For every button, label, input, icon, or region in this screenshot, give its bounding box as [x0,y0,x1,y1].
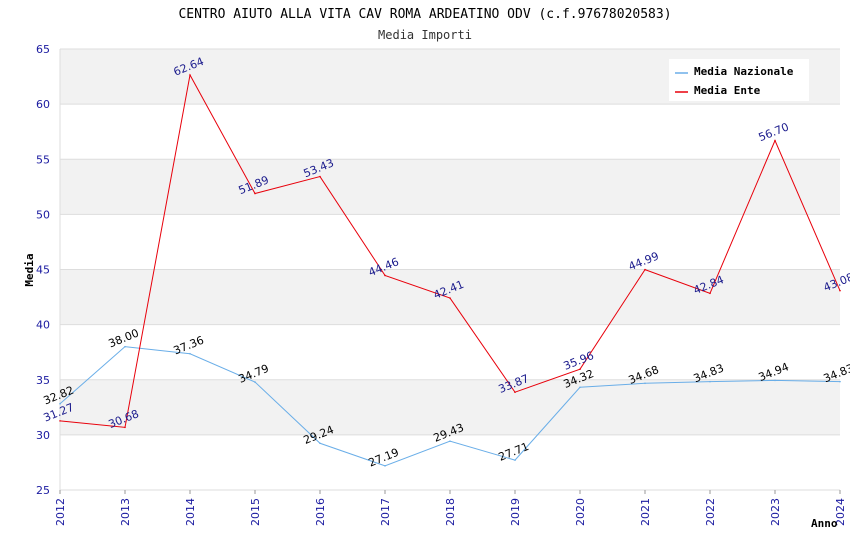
x-tick-label: 2024 [834,498,847,526]
data-point [319,442,321,445]
y-tick-label: 65 [36,43,50,56]
data-point [774,139,776,142]
background-band [60,214,840,270]
data-point [449,440,451,442]
background-band [60,159,840,215]
y-tick-label: 40 [36,319,50,332]
y-tick-label: 25 [36,484,50,497]
x-tick-label: 2012 [54,498,67,526]
data-point [774,379,776,382]
legend: Media Nazionale Media Ente [669,59,809,101]
background-band [60,434,840,490]
x-tick-label: 2018 [444,498,457,526]
y-tick-label: 50 [36,208,50,221]
data-point [579,386,581,389]
data-point [514,391,516,394]
data-point [514,459,516,461]
data-point [384,274,386,277]
y-tick-label: 30 [36,429,50,442]
x-tick-label: 2015 [249,498,262,526]
y-tick-label: 35 [36,374,50,387]
x-tick-label: 2021 [639,498,652,526]
data-point [189,352,191,355]
background-band [60,104,840,160]
data-point [709,292,711,295]
x-tick-label: 2023 [769,498,782,526]
data-point [839,380,841,383]
data-point [254,192,256,195]
data-point [319,175,321,178]
data-point [124,345,126,348]
data-point [254,381,256,383]
y-tick-label: 55 [36,153,50,166]
background-band [60,324,840,380]
chart-title: CENTRO AIUTO ALLA VITA CAV ROMA ARDEATIN… [178,7,671,22]
x-tick-label: 2014 [184,498,197,526]
y-tick-label: 60 [36,98,50,111]
x-axis-ticks: 2012 2013 2014 2015 2016 2017 2018 2019 2020 2021… [54,498,847,526]
data-point [644,382,646,385]
data-point [709,380,711,383]
x-tick-label: 2020 [574,498,587,526]
data-point [449,297,451,299]
chart-subtitle: Media Importi [378,28,472,42]
legend-label-media-nazionale: Media Nazionale [694,65,794,78]
background-band [60,379,840,435]
data-point [189,74,191,76]
background-bands [60,49,840,490]
background-band [60,269,840,325]
grid-lines [59,48,841,494]
x-tick-label: 2016 [314,498,327,526]
x-tick-label: 2022 [704,498,717,526]
y-axis-ticks: 25 30 35 40 45 50 55 60 65 [36,43,50,497]
data-point [579,368,581,370]
legend-label-media-ente: Media Ente [694,84,761,97]
y-tick-label: 45 [36,264,50,277]
x-tick-label: 2017 [379,498,392,526]
x-tick-label: 2019 [509,498,522,526]
data-point [839,289,841,292]
data-point [124,426,126,429]
y-axis-label: Media [23,253,36,286]
x-tick-label: 2013 [119,498,132,526]
data-point [59,402,61,405]
legend-box [669,59,809,101]
data-point [59,420,61,422]
x-axis-label: Anno [811,517,838,530]
data-point [384,465,386,467]
data-point [644,268,646,271]
